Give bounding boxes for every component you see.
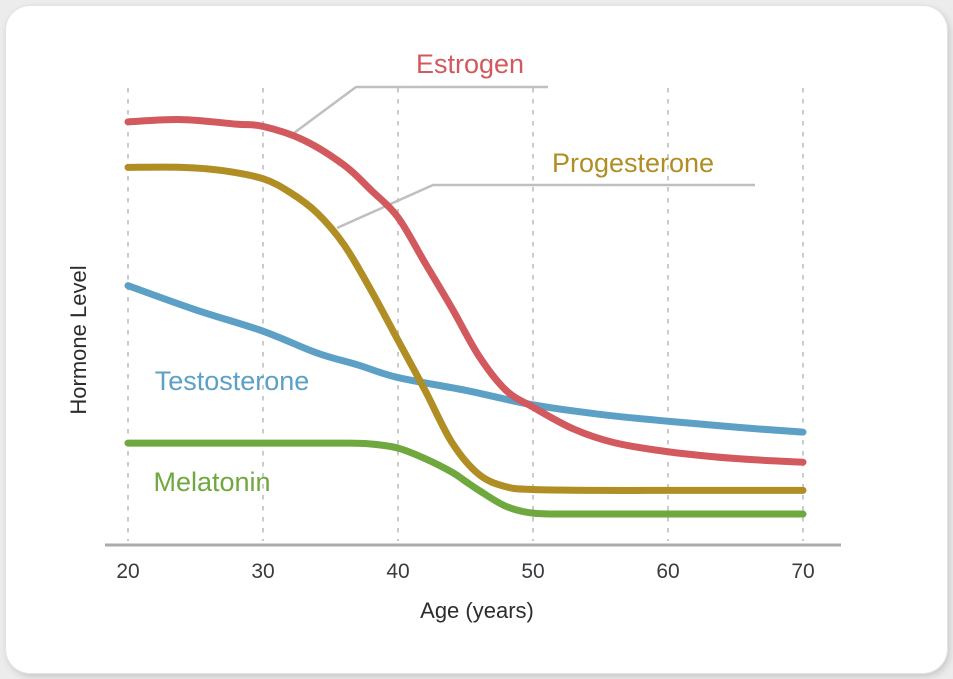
x-tick-label-20: 20 [116,560,139,583]
x-tick-label-40: 40 [386,560,409,583]
x-tick-label-30: 30 [251,560,274,583]
x-axis-label: Age (years) [420,598,534,623]
series-line-estrogen [124,116,807,466]
x-tick-label-70: 70 [791,560,814,583]
series-curves [124,116,807,518]
series-label-testosterone: Testosterone [155,366,310,396]
series-label-estrogen: Estrogen [416,49,524,79]
series-line-progesterone [124,163,807,494]
series-line-testosterone [124,282,807,436]
x-tick-label-50: 50 [521,560,544,583]
x-tick-label-60: 60 [656,560,679,583]
series-line-melatonin [124,439,807,518]
progesterone-leader-line [336,183,755,230]
series-label-melatonin: Melatonin [153,467,270,497]
y-axis-label: Hormone Level [66,265,91,414]
x-tick-labels: 20 30 40 50 60 70 [116,560,814,583]
series-label-progesterone: Progesterone [552,148,714,178]
estrogen-leader-line [293,85,548,135]
